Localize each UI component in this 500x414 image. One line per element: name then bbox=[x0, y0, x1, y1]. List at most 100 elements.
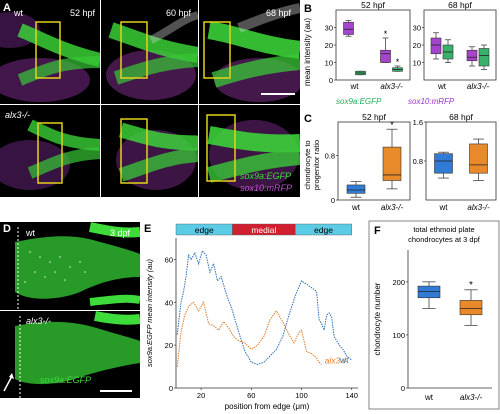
e-yticklabel-3: 60 bbox=[165, 255, 173, 264]
c-xlabel-0-0: wt bbox=[351, 203, 361, 212]
b-yticklabel-1-0: 10 bbox=[413, 59, 421, 68]
b-legend-0: sox9a:EGFP bbox=[336, 97, 382, 106]
micrograph-wt-60 bbox=[101, 0, 198, 104]
c-title-0: 52 hpf bbox=[362, 112, 386, 122]
b-box-1-1-1-box bbox=[478, 48, 490, 67]
b-title-0: 52 hpf bbox=[361, 0, 385, 10]
c-ylabel-line1: chondrocyte to bbox=[303, 140, 312, 189]
b-box-0-1-0-box bbox=[380, 49, 391, 63]
c-box-0-1-0-box bbox=[382, 146, 402, 181]
b-box-1-1-0-box bbox=[466, 49, 478, 62]
c-xlabel-1-1: alx3-/- bbox=[467, 203, 490, 212]
f-yticklabel-1: 100 bbox=[392, 331, 405, 340]
f-xlabel-0: wt bbox=[424, 393, 434, 402]
d-wt-label: wt bbox=[26, 228, 35, 238]
micrograph-d-mut bbox=[0, 311, 140, 398]
c-box-0-0-0-box bbox=[346, 184, 366, 194]
c-yticklabel-0-1: 0.8 bbox=[325, 151, 335, 160]
e-series-1 bbox=[176, 300, 322, 367]
b-yticklabel-1-1: 20 bbox=[413, 41, 421, 50]
panel-f-letter: F bbox=[374, 225, 381, 237]
panel-e-letter: E bbox=[144, 223, 151, 235]
c-xlabel-1-0: wt bbox=[439, 203, 449, 212]
b-xlabel-0-1: alx3-/- bbox=[380, 82, 403, 91]
e-xticklabel-1: 60 bbox=[247, 391, 255, 400]
panel-c-letter: C bbox=[304, 113, 312, 125]
f-ylabel: chondrocyte number bbox=[373, 282, 382, 355]
time-68: 68 hpf bbox=[266, 8, 292, 18]
f-xlabel-1: alx3-/- bbox=[460, 393, 483, 402]
b-box-1-0-0-box bbox=[430, 37, 442, 55]
e-yticklabel-0: 0 bbox=[169, 384, 173, 393]
d-legend: sox9a:EGFP bbox=[40, 375, 92, 385]
e-region-2 bbox=[295, 223, 352, 236]
c-yticklabel-0-0: 0 bbox=[331, 196, 335, 205]
micrograph-mut-68 bbox=[199, 105, 300, 197]
c-ylabel-line2: progenitor ratio bbox=[312, 140, 321, 190]
f-title-line1: total ethmoid plate bbox=[413, 225, 474, 234]
e-xlabel: position from edge (μm) bbox=[225, 402, 310, 411]
b-sig-0-1-0: * bbox=[384, 29, 388, 39]
e-ylabel: sox9a:EGFP mean intensity (au) bbox=[145, 258, 154, 367]
d-alx3-label: alx3-/- bbox=[26, 316, 52, 326]
time-60: 60 hpf bbox=[166, 8, 192, 18]
e-xticklabel-2: 100 bbox=[295, 391, 308, 400]
b-sig-0-1-1: * bbox=[396, 57, 400, 67]
micrograph-wt-52 bbox=[0, 0, 100, 104]
b-yticklabel-0-0: 0 bbox=[329, 76, 333, 85]
time-52: 52 hpf bbox=[70, 8, 96, 18]
micrograph-mut-52 bbox=[0, 105, 100, 197]
b-yticklabel-1-2: 30 bbox=[413, 24, 421, 33]
e-series-0 bbox=[176, 249, 353, 365]
b-xlabel-1-0: wt bbox=[437, 82, 447, 91]
b-yticklabel-0-3: 30 bbox=[325, 24, 333, 33]
b-box-0-0-0-box bbox=[343, 21, 354, 35]
c-xlabel-0-1: alx3-/- bbox=[381, 203, 404, 212]
e-series-label-0: wt bbox=[339, 355, 349, 365]
e-region-label-2: edge bbox=[314, 225, 333, 235]
c-sig-0-1: * bbox=[390, 120, 394, 130]
c-box-1-1-0-box bbox=[469, 143, 488, 174]
f-border bbox=[368, 220, 500, 410]
f-yticklabel-2: 200 bbox=[392, 278, 405, 287]
wt-label: wt bbox=[14, 8, 23, 18]
e-region-label-0: edge bbox=[195, 225, 214, 235]
b-yticklabel-0-1: 10 bbox=[325, 59, 333, 68]
d-time-label: 3 dpf bbox=[110, 228, 131, 238]
e-region-label-1: medial bbox=[251, 225, 276, 235]
legend-green-a: sox9a:EGFP bbox=[240, 171, 292, 181]
e-yticklabel-2: 40 bbox=[165, 298, 173, 307]
micrograph-mut-60 bbox=[101, 105, 198, 197]
e-series-label-1: alx3-/- bbox=[325, 355, 349, 365]
c-box-1-0-0-box bbox=[434, 153, 453, 174]
alx3-label: alx3-/- bbox=[5, 110, 31, 120]
panel-a-letter: A bbox=[3, 2, 11, 14]
c-frame-0 bbox=[337, 121, 411, 201]
legend-magenta-a: sox10:mRFP bbox=[240, 183, 293, 193]
b-title-1: 68 hpf bbox=[448, 0, 472, 10]
micrograph-wt-68 bbox=[199, 0, 300, 104]
b-ylabel: mean intensity (au) bbox=[303, 18, 312, 86]
micrograph-d-wt bbox=[0, 222, 140, 310]
b-yticklabel-0-2: 20 bbox=[325, 41, 333, 50]
c-yticklabel-1-1: 1.6 bbox=[413, 118, 423, 127]
c-title-1: 68 hpf bbox=[449, 112, 473, 122]
f-box-1-0-box bbox=[459, 300, 483, 316]
panel-d-letter: D bbox=[3, 223, 11, 235]
f-box-0-0-box bbox=[417, 285, 441, 299]
b-xlabel-1-1: alx3-/- bbox=[467, 82, 490, 91]
e-xticklabel-0: 20 bbox=[197, 391, 205, 400]
e-xticklabel-3: 140 bbox=[345, 391, 358, 400]
e-yticklabel-1: 20 bbox=[165, 341, 173, 350]
f-yticklabel-0: 0 bbox=[401, 384, 405, 393]
f-title-line2: chondrocytes at 3 dpf bbox=[408, 235, 481, 244]
b-xlabel-0-0: wt bbox=[350, 82, 360, 91]
panel-b-letter: B bbox=[304, 3, 312, 15]
c-yticklabel-1-0: 0.8 bbox=[413, 157, 423, 166]
f-sig-1: * bbox=[469, 280, 473, 291]
b-legend-1: sox10:mRFP bbox=[408, 97, 455, 106]
